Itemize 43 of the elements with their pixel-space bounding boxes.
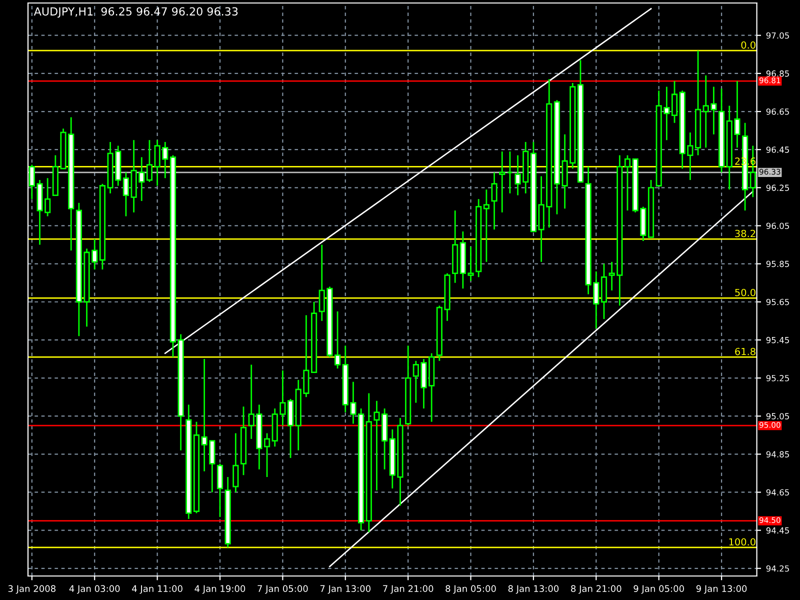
- y-tick-label: 95.65: [766, 298, 789, 306]
- y-tick-label: 96.65: [766, 108, 789, 115]
- candlestick: [264, 432, 270, 478]
- x-tick-label: 8 Jan 21:00: [571, 585, 622, 594]
- y-tick-label: 96.05: [766, 222, 789, 230]
- x-tick-label: 7 Jan 21:00: [383, 585, 434, 594]
- y-tick-label: 94.85: [766, 451, 789, 458]
- x-tick-label: 8 Jan 05:00: [446, 585, 496, 594]
- y-tick-label: 94.65: [766, 489, 789, 496]
- candlestick: [232, 432, 239, 493]
- y-tick-label: 95.85: [766, 260, 789, 268]
- candlestick: [483, 188, 490, 263]
- x-tick-label: 9 Jan 05:00: [634, 585, 684, 594]
- candlestick: [146, 139, 153, 183]
- y-tick-label: 95.05: [766, 413, 789, 420]
- x-tick-label: 7 Jan 05:00: [258, 585, 308, 594]
- candlestick: [491, 172, 498, 230]
- y-tick-label: 97.05: [766, 32, 789, 39]
- annotation: 61.8: [735, 348, 756, 356]
- x-tick-label: 7 Jan 13:00: [320, 585, 370, 594]
- candlestick: [216, 462, 224, 518]
- y-tick-label: 96.85: [766, 70, 789, 77]
- y-tick-label: 94.25: [766, 565, 789, 572]
- annotation: 50.0: [735, 288, 756, 296]
- y-tick-label: 95.25: [766, 375, 789, 382]
- candlestick: [506, 150, 513, 194]
- x-tick-label: 4 Jan 03:00: [69, 585, 120, 594]
- x-tick-label: 9 Jan 13:00: [696, 585, 747, 594]
- candlestick: [499, 150, 506, 214]
- annotation: 38.2: [735, 230, 756, 238]
- y-tick-label: 94.45: [766, 527, 789, 534]
- y-tick-label: 96.25: [766, 184, 789, 191]
- chart-title: AUDJPY,H1 96.25 96.47 96.20 96.33: [34, 7, 238, 18]
- candlestick: [624, 154, 631, 212]
- x-tick-label: 8 Jan 13:00: [508, 585, 559, 594]
- y-tick-label: 96.45: [766, 146, 789, 153]
- x-tick-label: 4 Jan 11:00: [132, 585, 182, 594]
- x-tick-label: 3 Jan 2008: [8, 585, 56, 594]
- y-tick-label: 95.45: [766, 336, 789, 344]
- candlestick: [671, 80, 678, 124]
- annotation: 0.0: [741, 41, 756, 49]
- annotation: 100.0: [729, 538, 756, 546]
- x-tick-label: 4 Jan 19:00: [194, 585, 246, 594]
